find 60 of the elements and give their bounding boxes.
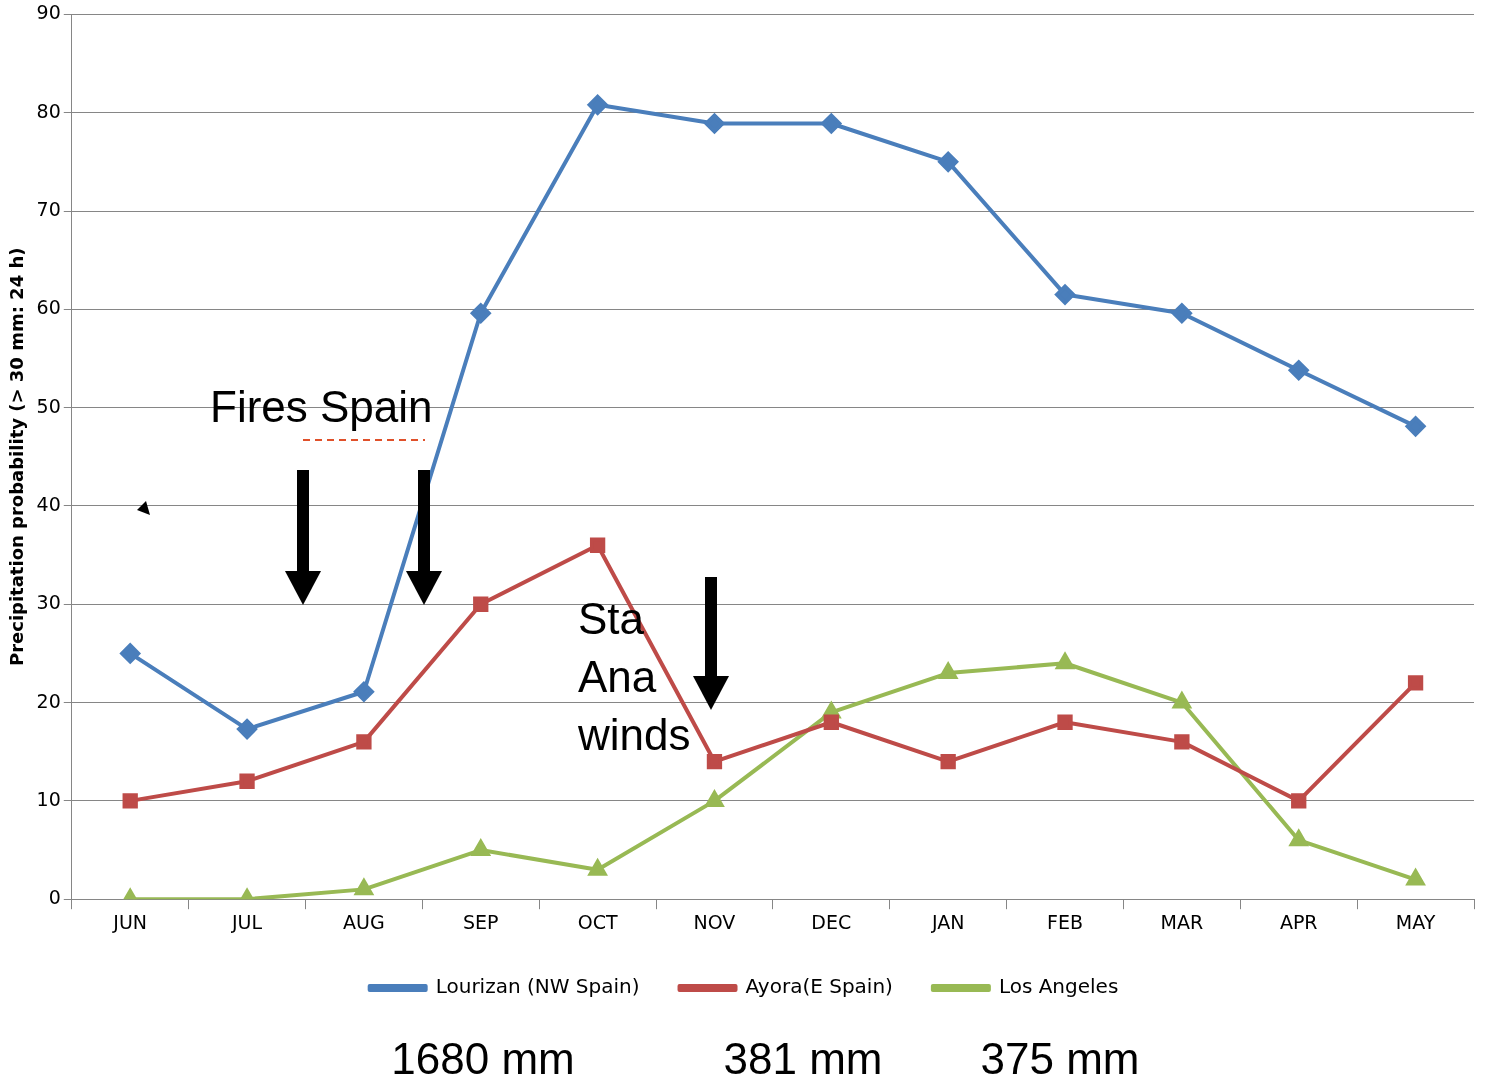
y-tick-label: 0 bbox=[48, 886, 61, 909]
point bbox=[354, 879, 373, 896]
point bbox=[705, 790, 724, 807]
point bbox=[1174, 734, 1190, 750]
point bbox=[706, 753, 723, 770]
point bbox=[704, 113, 725, 134]
point bbox=[353, 681, 374, 702]
point bbox=[470, 303, 491, 324]
x-tick-label: SEP bbox=[462, 910, 499, 933]
point bbox=[1291, 793, 1307, 809]
point bbox=[821, 113, 842, 134]
y-tick-label: 60 bbox=[36, 296, 61, 319]
point bbox=[1055, 284, 1076, 305]
point bbox=[823, 714, 839, 730]
point bbox=[1056, 653, 1074, 670]
point bbox=[120, 643, 141, 664]
y-axis-title: Precipitation probability (> 30 mm: 24 h) bbox=[6, 247, 28, 667]
point bbox=[1057, 714, 1073, 730]
point bbox=[1288, 360, 1309, 381]
x-tick-label: AUG bbox=[343, 910, 385, 933]
point bbox=[1407, 675, 1424, 691]
point bbox=[1171, 303, 1192, 324]
y-tick-label: 10 bbox=[36, 787, 61, 810]
x-tick-label: MAR bbox=[1160, 910, 1204, 933]
annotation: Fires Spain bbox=[210, 381, 434, 433]
x-tick-label: DEC bbox=[811, 910, 852, 933]
x-tick-label: APR bbox=[1279, 910, 1318, 933]
legend-label: Lourizan (NW Spain) bbox=[435, 974, 640, 999]
point bbox=[356, 734, 372, 750]
legend-label: Los Angeles bbox=[998, 974, 1119, 999]
point bbox=[938, 151, 959, 172]
text: 1680 mm bbox=[390, 1033, 576, 1078]
text: 375 mm bbox=[979, 1033, 1141, 1078]
x-tick-label: MAY bbox=[1395, 910, 1436, 933]
text: 381 mm bbox=[722, 1033, 884, 1078]
y-tick-label: 20 bbox=[36, 689, 61, 712]
x-tick-label: OCT bbox=[577, 910, 618, 933]
x-tick-label: FEB bbox=[1047, 910, 1083, 933]
point bbox=[589, 537, 606, 553]
point bbox=[473, 596, 489, 612]
x-tick-label: JAN bbox=[930, 910, 965, 933]
x-tick-label: JUN bbox=[112, 910, 148, 933]
point bbox=[939, 663, 958, 680]
point bbox=[122, 793, 138, 809]
y-tick-label: 80 bbox=[36, 99, 61, 122]
x-tick-label: JUL bbox=[231, 910, 263, 933]
y-tick-label: 40 bbox=[36, 492, 61, 515]
y-tick-label: 70 bbox=[36, 197, 61, 220]
legend-label: Ayora(E Spain) bbox=[745, 974, 893, 999]
y-tick-label: 50 bbox=[36, 394, 61, 417]
y-tick-label: 30 bbox=[36, 591, 61, 614]
point bbox=[940, 753, 956, 770]
point bbox=[471, 840, 490, 857]
point bbox=[237, 719, 258, 740]
x-tick-label: NOV bbox=[693, 910, 736, 933]
point bbox=[239, 773, 255, 789]
point bbox=[587, 94, 608, 115]
y-tick-label: 90 bbox=[36, 1, 61, 24]
point bbox=[1405, 416, 1426, 437]
point bbox=[1289, 830, 1308, 847]
